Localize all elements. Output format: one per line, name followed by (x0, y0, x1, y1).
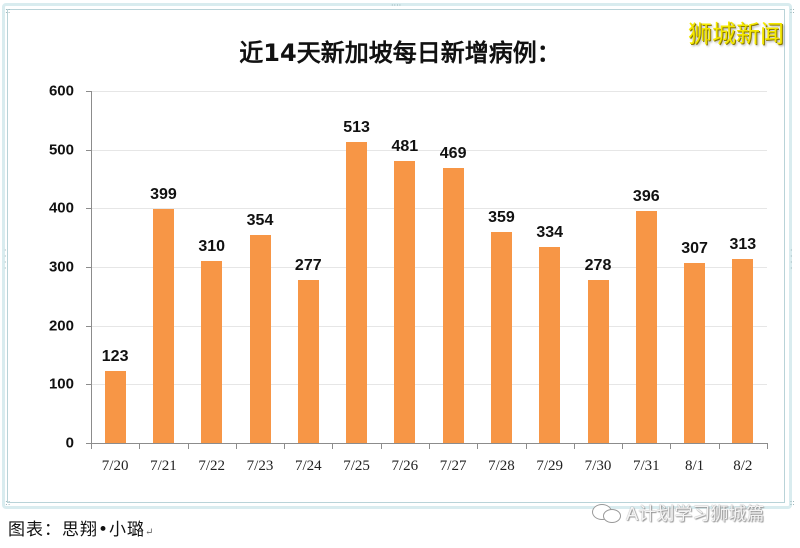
y-tick-mark (86, 91, 91, 92)
chart-frame-outer[interactable] (2, 3, 792, 509)
resize-handle-top-right[interactable]: :: (789, 6, 795, 15)
caption-text: 图表：思翔•小璐 (8, 520, 146, 540)
x-tick-label: 8/1 (684, 458, 705, 474)
resize-handle-bottom-left[interactable]: :: (5, 498, 11, 507)
x-tick-mark (380, 443, 382, 449)
y-tick-label: 400 (48, 199, 74, 217)
x-tick-mark (139, 443, 141, 449)
resize-handle-bottom-right[interactable]: :: (789, 498, 795, 507)
x-tick-label: 8/2 (733, 458, 753, 474)
bar[interactable] (684, 262, 706, 443)
x-tick-label: 7/29 (536, 458, 564, 474)
bar-value-label: 396 (632, 187, 660, 205)
bar[interactable] (442, 167, 464, 443)
bar[interactable] (249, 235, 271, 443)
y-tick-label: 200 (48, 317, 74, 335)
resize-handle-right[interactable]: · · · · (790, 246, 793, 273)
bar-value-label: 277 (294, 257, 322, 275)
x-tick-mark (718, 443, 720, 449)
watermark-logo-text: 狮城新闻 (688, 20, 784, 48)
wechat-watermark: A计划学习狮城篇 (592, 500, 764, 526)
x-tick-mark (235, 443, 237, 449)
gridline (91, 208, 767, 210)
y-tick-label: 500 (48, 141, 74, 159)
chart-title: 近14天新加坡每日新增病例： (239, 39, 561, 67)
x-tick-mark (670, 443, 672, 449)
resize-handle-top[interactable]: ···· (391, 1, 402, 10)
gridline (91, 384, 767, 386)
gridline (91, 149, 767, 151)
bar-value-label: 481 (391, 137, 419, 155)
bar[interactable] (346, 142, 368, 443)
y-tick-mark (86, 325, 91, 327)
gridline (91, 91, 767, 92)
x-tick-label: 7/23 (246, 458, 274, 474)
bar-value-label: 359 (488, 209, 515, 227)
y-tick-mark (86, 267, 91, 268)
x-tick-mark (187, 443, 189, 449)
x-tick-label: 7/24 (294, 458, 322, 474)
x-tick-mark (573, 443, 575, 449)
bar-value-label: 123 (101, 347, 129, 365)
y-tick-label: 300 (48, 258, 74, 276)
x-tick-label: 7/21 (150, 458, 177, 474)
bar[interactable] (539, 247, 561, 443)
paragraph-mark-icon: ↵ (145, 527, 155, 538)
resize-handle-top-left[interactable]: :: (5, 6, 11, 15)
bar[interactable] (201, 261, 223, 443)
x-tick-mark (332, 443, 334, 449)
bar-value-label: 313 (729, 236, 757, 254)
y-tick-mark (86, 443, 91, 444)
y-tick-label: 600 (48, 82, 74, 100)
y-tick-mark (86, 384, 91, 386)
x-tick-label: 7/25 (343, 458, 370, 474)
y-tick-mark (86, 208, 91, 210)
x-tick-label: 7/20 (101, 458, 129, 474)
bar-value-label: 513 (343, 119, 370, 137)
bar[interactable] (104, 370, 126, 443)
bar[interactable] (635, 210, 657, 443)
bar[interactable] (394, 160, 416, 443)
x-tick-mark (477, 443, 479, 449)
gridline (91, 325, 767, 327)
x-tick-mark (767, 443, 768, 449)
x-tick-label: 7/27 (439, 458, 467, 474)
y-axis (91, 91, 92, 444)
bar[interactable] (297, 280, 319, 443)
x-tick-mark (284, 443, 286, 449)
bar[interactable] (152, 208, 174, 443)
x-tick-label: 7/26 (391, 458, 419, 474)
wechat-icon (592, 502, 622, 524)
bar-value-label: 399 (150, 185, 177, 203)
bar[interactable] (490, 232, 512, 443)
gridline (91, 267, 767, 268)
bar[interactable] (587, 279, 609, 443)
bar-value-label: 278 (584, 256, 612, 274)
bar-value-label: 307 (681, 239, 708, 257)
y-tick-label: 100 (48, 375, 74, 393)
chart-caption: 图表：思翔•小璐↵ (8, 515, 154, 540)
bar-value-label: 334 (536, 224, 564, 242)
x-tick-label: 7/22 (198, 458, 226, 474)
y-tick-label: 0 (65, 434, 74, 452)
x-tick-label: 7/28 (488, 458, 515, 474)
x-tick-mark (622, 443, 624, 449)
x-tick-mark (525, 443, 527, 449)
x-tick-label: 7/31 (632, 458, 660, 474)
y-tick-mark (86, 149, 91, 151)
resize-handle-left[interactable]: · · · · (4, 246, 7, 273)
x-tick-mark (91, 443, 92, 449)
bar[interactable] (732, 259, 754, 443)
bar-value-label: 310 (198, 238, 226, 256)
x-tick-label: 7/30 (584, 458, 612, 474)
x-axis (86, 443, 768, 444)
wechat-watermark-text: A计划学习狮城篇 (626, 504, 765, 525)
bar-value-label: 469 (439, 144, 467, 162)
x-tick-mark (429, 443, 430, 449)
plot-area (91, 91, 767, 443)
bar-value-label: 354 (246, 212, 274, 230)
